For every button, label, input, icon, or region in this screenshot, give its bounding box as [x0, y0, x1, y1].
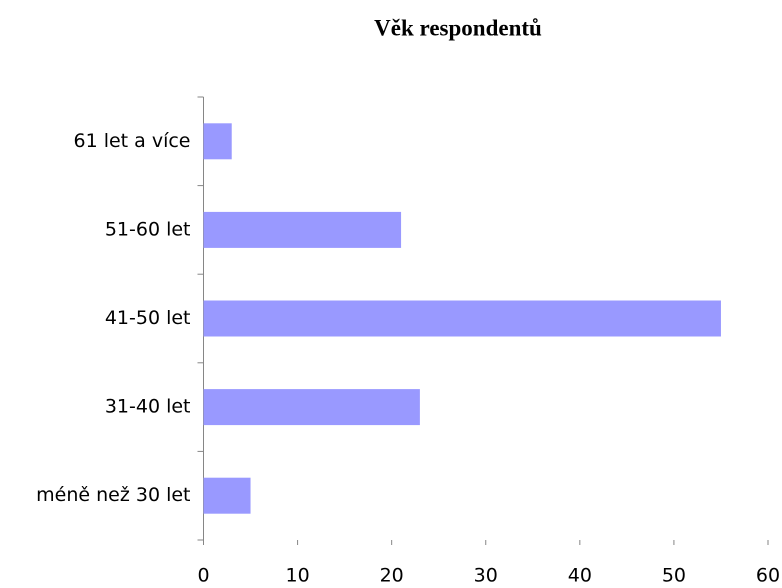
bar — [203, 123, 232, 160]
y-tick-label: 31-40 let — [105, 396, 191, 418]
y-tick-label: 51-60 let — [105, 218, 191, 240]
x-tick-label: 50 — [662, 565, 686, 587]
x-tick-label: 30 — [474, 565, 498, 587]
x-tick-label: 60 — [756, 565, 780, 587]
bar — [203, 389, 420, 426]
x-tick-label: 40 — [568, 565, 592, 587]
y-tick-label: méně než 30 let — [36, 484, 190, 506]
bar — [203, 300, 721, 337]
chart-title: Věk respondentů — [374, 15, 542, 40]
bar — [203, 211, 402, 248]
bar — [203, 477, 251, 514]
x-tick-label: 0 — [197, 565, 209, 587]
x-tick-label: 20 — [380, 565, 404, 587]
x-tick-label: 10 — [285, 565, 309, 587]
y-tick-label: 41-50 let — [105, 307, 191, 329]
y-tick-label: 61 let a více — [73, 130, 190, 152]
